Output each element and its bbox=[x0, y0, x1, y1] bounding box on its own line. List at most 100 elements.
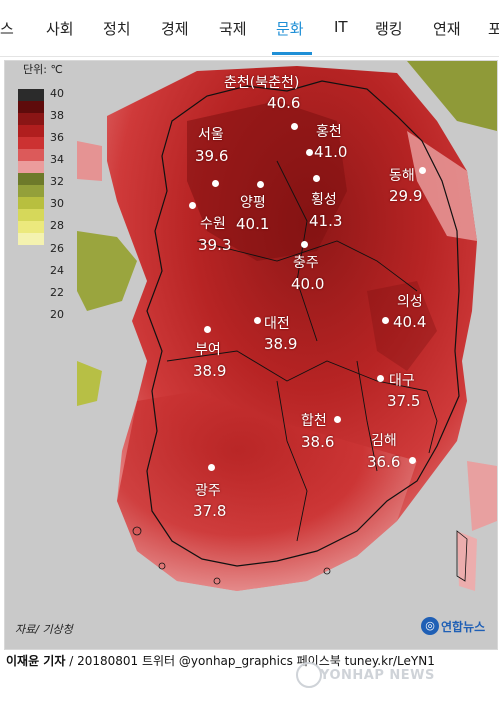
active-tab-indicator bbox=[272, 52, 312, 55]
city-value-hongcheon: 41.0 bbox=[314, 143, 348, 161]
city-value-chuncheon: 40.6 bbox=[267, 94, 301, 112]
province-border-3 bbox=[276, 380, 308, 542]
island-4 bbox=[323, 567, 331, 575]
legend-swatch bbox=[18, 161, 44, 173]
nav-item-partial-right[interactable]: 포 bbox=[488, 20, 499, 38]
legend-swatch bbox=[18, 101, 44, 113]
city-value-gimhae: 36.6 bbox=[367, 453, 401, 471]
city-name-uiseong: 의성 bbox=[397, 294, 423, 310]
watermark-logo-icon bbox=[296, 662, 322, 688]
legend-tick-label: 38 bbox=[50, 109, 64, 123]
city-dot-gwangju bbox=[208, 464, 215, 471]
city-name-buyeo: 부여 bbox=[195, 342, 221, 358]
cool-band-east-coast bbox=[407, 131, 477, 241]
city-value-yangpyeong: 40.1 bbox=[236, 215, 270, 233]
city-dot-chuncheon bbox=[291, 123, 298, 130]
city-value-daejeon: 38.9 bbox=[264, 335, 298, 353]
city-value-suwon: 39.3 bbox=[198, 236, 232, 254]
edge-blotch-2 bbox=[467, 461, 497, 531]
city-dot-gimhae bbox=[409, 457, 416, 464]
city-value-gwangju: 37.8 bbox=[193, 502, 227, 520]
city-name-chungju: 충주 bbox=[293, 255, 319, 271]
city-name-gimhae: 김해 bbox=[371, 433, 397, 449]
legend-swatch bbox=[18, 185, 44, 197]
province-border-4 bbox=[356, 360, 378, 472]
city-dot-hapcheon bbox=[334, 416, 341, 423]
nav-item-world[interactable]: 국제 bbox=[219, 20, 247, 38]
legend-swatch bbox=[18, 173, 44, 185]
island-1 bbox=[132, 526, 142, 536]
city-name-yangpyeong: 양평 bbox=[240, 195, 266, 211]
city-dot-donghae bbox=[419, 167, 426, 174]
edge-blotch-3 bbox=[457, 531, 477, 591]
city-name-gwangju: 광주 bbox=[195, 483, 221, 499]
cool-zone-northeast bbox=[407, 61, 497, 131]
legend-tick-label: 22 bbox=[50, 285, 64, 299]
nav-item-ranking[interactable]: 랭킹 bbox=[375, 20, 403, 38]
city-dot-hongcheon bbox=[306, 149, 313, 156]
legend-tick-label: 30 bbox=[50, 197, 64, 211]
cool-zone-southwest bbox=[77, 361, 102, 406]
city-value-hapcheon: 38.6 bbox=[301, 433, 335, 451]
city-name-suwon: 수원 bbox=[200, 216, 226, 232]
legend-swatch bbox=[18, 197, 44, 209]
legend-swatch bbox=[18, 89, 44, 101]
nav-item-politics[interactable]: 정치 bbox=[103, 20, 131, 38]
city-dot-daejeon bbox=[254, 317, 261, 324]
legend-swatch bbox=[18, 113, 44, 125]
brand-label: 연합뉴스 bbox=[441, 620, 486, 634]
city-name-hapcheon: 합천 bbox=[301, 413, 327, 429]
province-border-2 bbox=[166, 350, 428, 392]
city-value-seoul: 39.6 bbox=[195, 147, 229, 165]
city-name-daegu: 대구 bbox=[389, 373, 415, 389]
province-border-5 bbox=[276, 160, 318, 342]
credit-author: 이재윤 기자 bbox=[6, 654, 66, 668]
credit-line: 이재윤 기자 / 20180801 트위터 @yonhap_graphics 페… bbox=[6, 652, 435, 669]
heat-hotspot-east bbox=[367, 281, 437, 371]
nav-item-economy[interactable]: 경제 bbox=[161, 20, 189, 38]
legend-swatch bbox=[18, 125, 44, 137]
island-3 bbox=[213, 577, 221, 585]
credit-details: / 20180801 트위터 @yonhap_graphics 페이스북 tun… bbox=[65, 654, 435, 668]
legend-swatch bbox=[18, 209, 44, 221]
legend-tick-label: 32 bbox=[50, 175, 64, 189]
city-value-hoengseong: 41.3 bbox=[309, 212, 343, 230]
city-value-chungju: 40.0 bbox=[291, 275, 325, 293]
nav-item-culture[interactable]: 문화 bbox=[276, 20, 304, 38]
city-dot-yangpyeong bbox=[257, 181, 264, 188]
city-name-seoul: 서울 bbox=[198, 127, 224, 143]
island-2 bbox=[158, 562, 166, 570]
legend-tick-label: 34 bbox=[50, 153, 64, 167]
legend-tick-label: 20 bbox=[50, 307, 64, 321]
city-value-uiseong: 40.4 bbox=[393, 313, 427, 331]
city-dot-suwon bbox=[189, 202, 196, 209]
nav-item-series[interactable]: 연재 bbox=[433, 20, 461, 38]
legend-swatch bbox=[18, 137, 44, 149]
legend-tick-label: 26 bbox=[50, 241, 64, 255]
unit-label: 단위: ℃ bbox=[23, 63, 63, 76]
temperature-map-figure: 단위: ℃ 40 38 36 34 32 30 28 26 24 22 20 bbox=[4, 60, 498, 650]
city-dot-buyeo bbox=[204, 326, 211, 333]
city-value-buyeo: 38.9 bbox=[193, 362, 227, 380]
nav-item-partial-left[interactable]: 스 bbox=[0, 20, 14, 38]
data-source: 자료/ 기상청 bbox=[15, 623, 73, 636]
coastline-outline bbox=[146, 80, 460, 567]
city-name-daejeon: 대전 bbox=[264, 316, 290, 332]
heat-region-south bbox=[117, 391, 417, 591]
legend-tick-label: 28 bbox=[50, 219, 64, 233]
city-dot-seoul bbox=[212, 180, 219, 187]
nav-item-it[interactable]: IT bbox=[334, 18, 348, 36]
city-dot-daegu bbox=[377, 375, 384, 382]
legend-tick-label: 40 bbox=[50, 87, 64, 100]
legend-swatch bbox=[18, 221, 44, 233]
cool-zone-west bbox=[77, 231, 137, 311]
city-dot-chungju bbox=[301, 241, 308, 248]
city-value-daegu: 37.5 bbox=[387, 392, 421, 410]
city-value-donghae: 29.9 bbox=[389, 187, 423, 205]
yonhap-logo-icon: ◎ bbox=[421, 617, 439, 635]
edge-blotch-1 bbox=[77, 141, 102, 181]
legend-swatch bbox=[18, 233, 44, 245]
city-name-hoengseong: 횡성 bbox=[311, 192, 337, 208]
korea-heat-map bbox=[77, 61, 497, 591]
nav-item-society[interactable]: 사회 bbox=[46, 20, 74, 38]
